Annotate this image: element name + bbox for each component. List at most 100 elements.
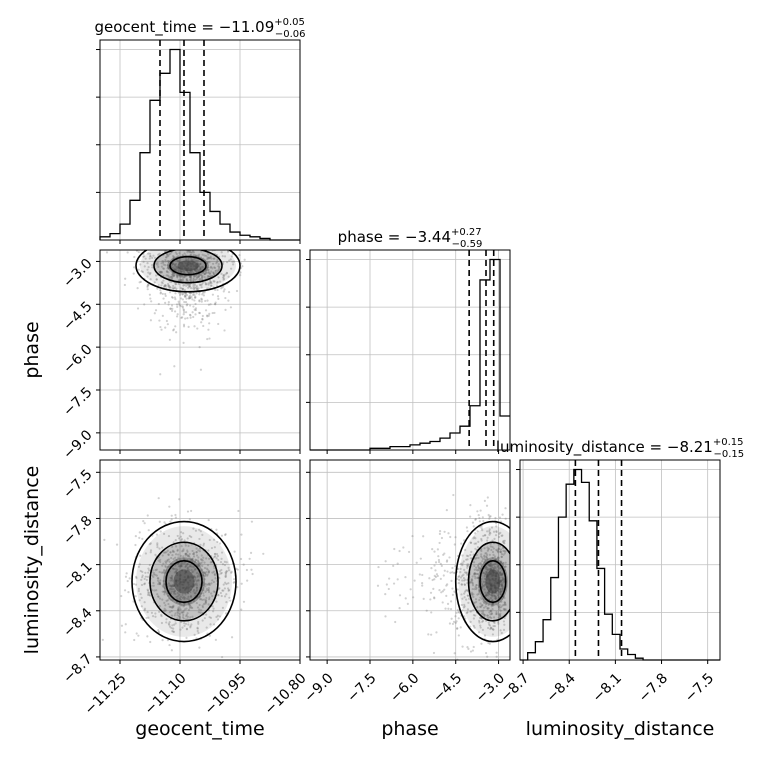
sample-point	[166, 267, 169, 270]
sample-point	[469, 504, 472, 507]
sample-point	[215, 528, 218, 531]
sample-point	[495, 530, 498, 534]
sample-point	[185, 268, 188, 272]
sample-point	[174, 582, 177, 586]
sample-point	[183, 624, 186, 627]
sample-point	[476, 576, 479, 579]
sample-point	[398, 549, 401, 553]
density-level	[163, 557, 205, 606]
sample-point	[471, 579, 474, 582]
sample-point	[179, 270, 183, 273]
sample-point	[180, 531, 183, 534]
sample-point	[186, 317, 189, 320]
sample-point	[214, 577, 217, 580]
sample-point	[227, 275, 230, 278]
sample-point	[195, 292, 198, 295]
sample-point	[166, 246, 168, 248]
sample-point	[217, 558, 220, 562]
sample-point	[489, 567, 492, 570]
sample-point	[164, 604, 167, 607]
sample-point	[503, 608, 506, 611]
sample-point	[131, 246, 133, 248]
sample-point	[167, 253, 171, 256]
sample-point	[182, 532, 185, 535]
sample-point	[491, 566, 494, 569]
sample-point	[503, 549, 506, 553]
sample-point	[227, 589, 230, 592]
sample-point	[470, 577, 473, 581]
sample-point	[225, 570, 228, 573]
sample-point	[189, 276, 192, 279]
sample-point	[186, 261, 189, 264]
y-tick-label: −9.0	[60, 427, 95, 462]
sample-point	[223, 329, 226, 332]
sample-point	[201, 241, 203, 243]
sample-point	[182, 595, 185, 599]
sample-point	[134, 534, 137, 538]
sample-point	[189, 292, 192, 295]
sample-point	[193, 293, 196, 297]
sample-point	[169, 551, 172, 554]
sample-point	[442, 574, 445, 577]
sample-point	[491, 550, 495, 554]
sample-point	[138, 599, 141, 602]
sample-point	[210, 282, 213, 285]
sample-point	[182, 580, 185, 583]
sample-point	[179, 573, 182, 577]
sample-point	[168, 505, 171, 508]
sample-point	[160, 613, 163, 617]
sample-point	[197, 275, 200, 279]
sample-point	[178, 260, 181, 264]
sample-point	[497, 548, 500, 551]
sample-point	[486, 553, 489, 557]
sample-point	[480, 549, 483, 553]
sample-point	[461, 645, 464, 648]
sample-point	[172, 274, 175, 278]
sample-point	[487, 582, 490, 585]
sample-point	[178, 302, 181, 305]
sample-point	[471, 521, 475, 524]
sample-point	[433, 574, 436, 577]
sample-point	[491, 595, 494, 598]
sample-point	[189, 624, 192, 628]
sample-point	[207, 257, 210, 260]
sample-point	[484, 600, 487, 603]
sample-point	[190, 269, 193, 272]
sample-point	[163, 284, 166, 288]
sample-point	[180, 564, 183, 568]
sample-point	[190, 565, 193, 568]
sample-point	[443, 530, 446, 533]
sample-point	[468, 581, 472, 584]
sample-point	[152, 254, 155, 257]
sample-point	[166, 558, 169, 562]
sample-point	[484, 581, 487, 584]
sample-point	[198, 283, 202, 286]
sample-point	[165, 270, 169, 273]
sample-point	[186, 269, 189, 272]
sample-point	[188, 284, 191, 287]
density-level	[155, 250, 221, 283]
sample-point	[157, 595, 160, 598]
contour	[153, 250, 223, 284]
sample-point	[216, 295, 220, 298]
sample-point	[199, 611, 202, 614]
sample-point	[494, 597, 497, 600]
sample-point	[181, 550, 184, 553]
sample-point	[492, 604, 495, 607]
sample-point	[169, 598, 172, 601]
sample-point	[172, 584, 175, 588]
sample-point	[501, 572, 504, 576]
sample-point	[208, 583, 211, 587]
sample-point	[186, 568, 189, 572]
sample-point	[196, 265, 199, 268]
sample-point	[186, 553, 189, 556]
x-tick-label: −7.5	[682, 670, 717, 705]
sample-point	[170, 545, 174, 548]
sample-point	[168, 611, 171, 614]
sample-point	[433, 550, 436, 553]
sample-point	[483, 634, 487, 637]
sample-point	[177, 608, 180, 611]
sample-point	[200, 278, 203, 281]
sample-point	[105, 251, 109, 254]
sample-point	[240, 608, 243, 611]
